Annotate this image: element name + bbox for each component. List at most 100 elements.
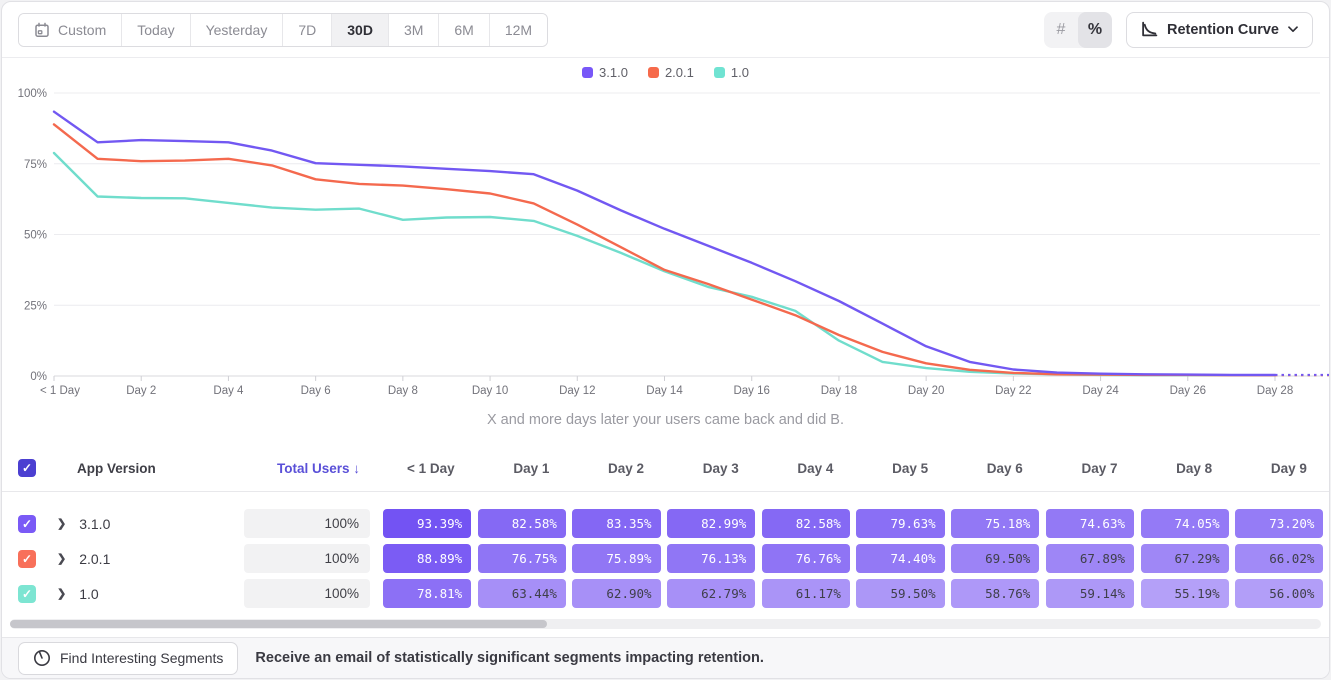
retention-cell-1-0-day7[interactable]: 59.14% xyxy=(1045,579,1134,608)
retention-cell-1-0-day4[interactable]: 61.17% xyxy=(761,579,850,608)
find-interesting-segments-button[interactable]: Find Interesting Segments xyxy=(18,641,239,675)
column-header-day-4[interactable]: Day 4 xyxy=(797,460,834,476)
expand-chevron-icon[interactable]: ❯ xyxy=(57,588,67,600)
date-range-3m[interactable]: 3M xyxy=(387,13,439,46)
date-range-30d[interactable]: 30D xyxy=(331,13,388,46)
retention-cell-2-0-1-day6[interactable]: 69.50% xyxy=(951,544,1040,573)
legend-item-1-0[interactable]: 1.0 xyxy=(713,65,749,80)
retention-cell-3-1-0-day9[interactable]: 73.20% xyxy=(1235,509,1324,538)
row-checkbox-1-0[interactable]: ✓ xyxy=(18,584,36,603)
column-header-day-6[interactable]: Day 6 xyxy=(986,460,1023,476)
date-range-selector: Custom Today Yesterday 7D 30D 3M 6M 12M xyxy=(18,12,549,47)
legend-swatch xyxy=(713,67,725,78)
row-label-cell-1-0[interactable]: ❯ 1.0 xyxy=(52,586,244,602)
column-header-day-2[interactable]: Day 2 xyxy=(608,460,645,476)
retention-cell-3-1-0-day1[interactable]: 82.58% xyxy=(477,509,566,538)
count-mode-button[interactable]: # xyxy=(1044,12,1078,48)
retention-cell-3-1-0-day0[interactable]: 93.39% xyxy=(383,509,472,538)
column-header-day-5[interactable]: Day 5 xyxy=(892,460,929,476)
retention-cell-3-1-0-day3[interactable]: 82.99% xyxy=(667,509,756,538)
table-row-2-0-1: ✓ ❯ 2.0.1 100% 88.89% 76.75% 75.89% 76.13% 76.76… xyxy=(2,541,1329,576)
total-users-cell[interactable]: 100% xyxy=(244,509,370,538)
x-tick-label: Day 18 xyxy=(821,385,857,397)
x-tick-label: Day 28 xyxy=(1257,385,1293,397)
retention-cell-1-0-day6[interactable]: 58.76% xyxy=(951,579,1040,608)
retention-line-chart[interactable]: 0% 25% 50% 75% 100% < 1 Day Day 2 Day 4 Day 6 Day… xyxy=(2,58,1330,405)
footer-message: Receive an email of statistically signif… xyxy=(255,650,764,666)
retention-cell-3-1-0-day4[interactable]: 82.58% xyxy=(761,509,850,538)
chart-caption: X and more days later your users came ba… xyxy=(486,412,845,428)
percent-mode-button[interactable]: % xyxy=(1078,11,1112,48)
expand-chevron-icon[interactable]: ❯ xyxy=(57,518,67,530)
retention-cell-1-0-day9[interactable]: 56.00% xyxy=(1235,579,1324,608)
row-label: 3.1.0 xyxy=(79,515,111,532)
retention-cell-3-1-0-day5[interactable]: 79.63% xyxy=(856,509,945,538)
retention-cell-3-1-0-day2[interactable]: 83.35% xyxy=(572,509,661,538)
row-label: 2.0.1 xyxy=(79,550,111,567)
legend-swatch xyxy=(582,67,594,78)
series-line-2-0-1[interactable] xyxy=(52,123,1277,377)
y-tick-label: 50% xyxy=(24,230,47,242)
footer-bar: Find Interesting Segments Receive an ema… xyxy=(2,637,1329,678)
retention-cell-1-0-day1[interactable]: 63.44% xyxy=(477,579,566,608)
x-tick-label: Day 2 xyxy=(126,385,156,397)
horizontal-scrollbar-track[interactable] xyxy=(10,619,1321,629)
y-tick-label: 0% xyxy=(30,371,47,383)
date-range-7d[interactable]: 7D xyxy=(282,13,332,46)
x-tick-label: Day 24 xyxy=(1082,385,1119,397)
column-header-day-1[interactable]: Day 1 xyxy=(513,460,550,476)
chart-section: 3.1.0 2.0.1 1.0 0% 25% 50% 75% 100% < 1 Day Day … xyxy=(2,58,1329,445)
retention-cell-2-0-1-day9[interactable]: 66.02% xyxy=(1235,544,1324,573)
horizontal-scrollbar-thumb[interactable] xyxy=(10,620,547,628)
select-all-checkbox[interactable]: ✓ xyxy=(18,459,36,477)
chart-type-dropdown[interactable]: Retention Curve xyxy=(1126,11,1313,48)
retention-cell-1-0-day8[interactable]: 55.19% xyxy=(1140,579,1229,608)
date-range-custom[interactable]: Custom xyxy=(19,13,122,46)
retention-cell-2-0-1-day0[interactable]: 88.89% xyxy=(383,544,472,573)
sort-descending-icon: ↓ xyxy=(353,460,360,476)
date-range-12m[interactable]: 12M xyxy=(488,13,548,46)
column-header-day-8[interactable]: Day 8 xyxy=(1176,460,1213,476)
retention-cell-1-0-day0[interactable]: 78.81% xyxy=(383,579,472,608)
row-checkbox-2-0-1[interactable]: ✓ xyxy=(18,549,36,568)
expand-chevron-icon[interactable]: ❯ xyxy=(57,553,67,565)
column-header-day-3[interactable]: Day 3 xyxy=(702,460,739,476)
retention-cell-2-0-1-day7[interactable]: 67.89% xyxy=(1045,544,1134,573)
row-label-cell-2-0-1[interactable]: ❯ 2.0.1 xyxy=(52,551,244,567)
legend-item-3-1-0[interactable]: 3.1.0 xyxy=(582,65,628,80)
retention-cell-1-0-day3[interactable]: 62.79% xyxy=(667,579,756,608)
total-users-cell[interactable]: 100% xyxy=(244,544,370,573)
column-header-1-day[interactable]: < 1 Day xyxy=(407,460,455,476)
date-range-today[interactable]: Today xyxy=(121,13,190,46)
retention-cell-1-0-day2[interactable]: 62.90% xyxy=(572,579,661,608)
retention-cell-2-0-1-day8[interactable]: 67.29% xyxy=(1140,544,1229,573)
retention-cell-2-0-1-day4[interactable]: 76.76% xyxy=(761,544,850,573)
date-range-6m[interactable]: 6M xyxy=(438,13,489,46)
series-line-1-0[interactable] xyxy=(52,151,1277,377)
total-users-cell[interactable]: 100% xyxy=(244,579,370,608)
retention-cell-2-0-1-day1[interactable]: 76.75% xyxy=(477,544,566,573)
legend-item-2-0-1[interactable]: 2.0.1 xyxy=(647,65,694,80)
retention-cell-2-0-1-day5[interactable]: 74.40% xyxy=(856,544,945,573)
toolbar: Custom Today Yesterday 7D 30D 3M 6M 12M #% Rete… xyxy=(2,2,1329,58)
row-checkbox-3-1-0[interactable]: ✓ xyxy=(18,514,36,533)
column-header-total-users[interactable]: Total Users ↓ xyxy=(276,460,360,476)
x-tick-label: Day 12 xyxy=(559,385,595,397)
retention-cell-3-1-0-day8[interactable]: 74.05% xyxy=(1140,509,1229,538)
retention-cell-2-0-1-day2[interactable]: 75.89% xyxy=(572,544,661,573)
retention-cell-2-0-1-day3[interactable]: 76.13% xyxy=(667,544,756,573)
column-header-day-7[interactable]: Day 7 xyxy=(1081,460,1118,476)
column-header-day-9[interactable]: Day 9 xyxy=(1270,460,1307,476)
segments-icon xyxy=(34,650,50,666)
x-tick-label: Day 22 xyxy=(995,385,1031,397)
series-line-3-1-0[interactable] xyxy=(52,110,1277,377)
chevron-down-icon xyxy=(1288,26,1298,33)
x-tick-label: Day 26 xyxy=(1170,385,1206,397)
retention-cell-3-1-0-day6[interactable]: 75.18% xyxy=(951,509,1040,538)
retention-cell-3-1-0-day7[interactable]: 74.63% xyxy=(1045,509,1134,538)
retention-cell-1-0-day5[interactable]: 59.50% xyxy=(856,579,945,608)
y-tick-label: 25% xyxy=(24,300,47,312)
date-range-yesterday[interactable]: Yesterday xyxy=(189,13,283,46)
row-label-cell-3-1-0[interactable]: ❯ 3.1.0 xyxy=(52,516,244,532)
